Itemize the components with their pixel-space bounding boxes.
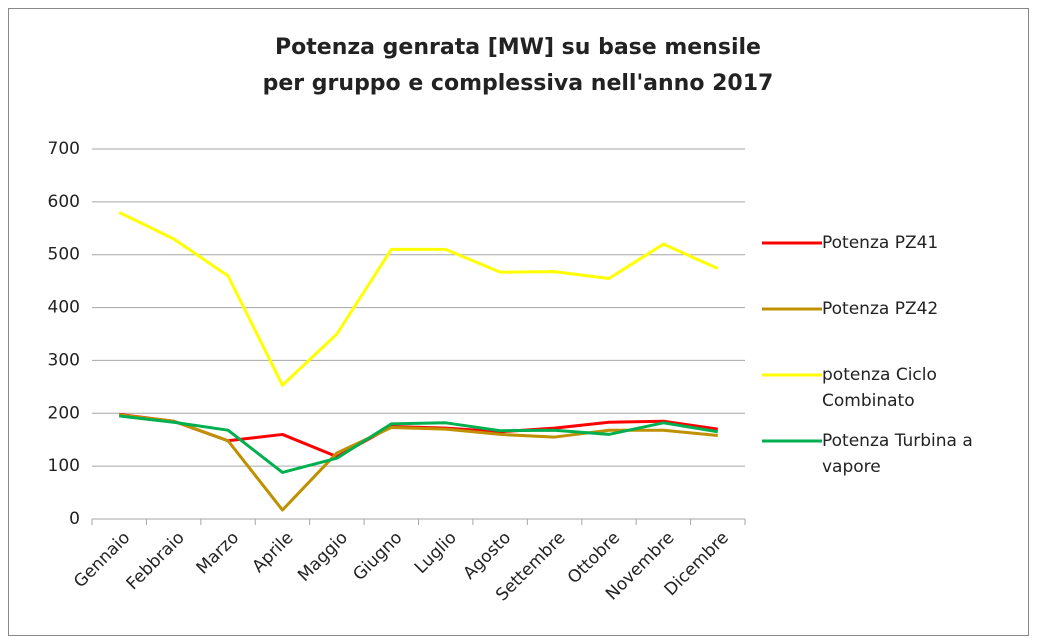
legend-label: Potenza Turbina a vapore <box>822 431 973 477</box>
y-tick-label: 100 <box>48 456 80 476</box>
y-tick-label: 700 <box>48 139 80 159</box>
chart-title: Potenza genrata [MW] su base mensile per… <box>262 35 774 96</box>
series-line <box>118 211 719 387</box>
y-tick-label: 300 <box>48 350 80 370</box>
chart-border <box>8 8 1029 636</box>
series-line <box>119 413 718 512</box>
y-tick-label: 600 <box>48 192 80 212</box>
y-tick-label: 0 <box>69 509 80 529</box>
y-tick-label: 400 <box>48 298 80 318</box>
legend-label: potenza Ciclo Combinato <box>822 365 937 411</box>
legend-label: Potenza PZ41 <box>822 233 939 253</box>
series-line <box>119 414 719 474</box>
legend-label: Potenza PZ42 <box>822 299 939 319</box>
y-tick-label: 200 <box>48 403 80 423</box>
y-tick-label: 500 <box>48 245 80 265</box>
